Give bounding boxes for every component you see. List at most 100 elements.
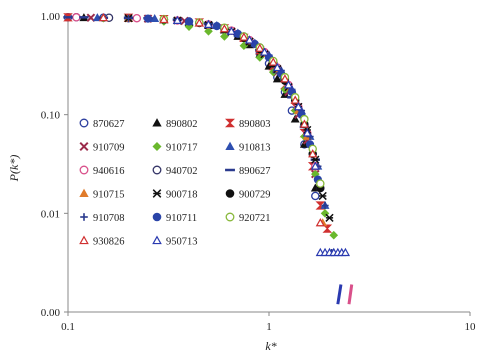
- series-910813: [92, 13, 339, 256]
- legend-label: 930826: [93, 237, 125, 248]
- data-point: [321, 201, 329, 210]
- legend-item: 910715: [79, 188, 125, 201]
- data-point: [132, 13, 142, 23]
- data-point: [272, 74, 282, 83]
- data-point: [204, 26, 213, 36]
- legend-label: 940702: [166, 166, 198, 177]
- legend-marker: [225, 189, 235, 198]
- data-point: [290, 114, 300, 123]
- data-point: [220, 32, 229, 41]
- x-axis-label: k*: [265, 339, 276, 353]
- axes: 1.00 0.10 0.01 0.000.1 1 10: [41, 11, 476, 333]
- data-point: [293, 102, 303, 111]
- data-point: [329, 230, 339, 240]
- y-tick-label: 0.10: [41, 110, 61, 122]
- legend-label: 900718: [166, 190, 198, 201]
- tail-stroke: [336, 284, 343, 305]
- legend-item: 910717: [152, 141, 198, 154]
- legend-label: 910715: [93, 190, 125, 201]
- legend-item: 890802: [152, 118, 198, 130]
- legend-item: 930826: [79, 235, 125, 248]
- legend-label: 950713: [166, 237, 198, 248]
- data-point: [325, 213, 334, 222]
- data-point: [159, 14, 169, 24]
- legend-item: 910709: [79, 141, 125, 154]
- legend-item: 950713: [152, 235, 198, 248]
- legend-marker: [79, 141, 89, 152]
- data-point: [86, 13, 96, 23]
- data-point: [280, 74, 290, 83]
- legend-item: 910813: [225, 141, 271, 154]
- data-point: [302, 128, 312, 137]
- legend-marker: [79, 188, 89, 198]
- data-point: [143, 14, 153, 23]
- y-tick-label: 1.00: [41, 11, 61, 23]
- legend-marker: [225, 141, 235, 151]
- legend-marker: [224, 118, 236, 128]
- legend-label: 910708: [93, 213, 125, 224]
- legend-label: 910813: [239, 143, 271, 154]
- data-point: [259, 47, 270, 56]
- data-point: [244, 35, 255, 44]
- legend-marker: [152, 165, 162, 175]
- data-point: [124, 14, 133, 22]
- legend-marker: [152, 141, 162, 152]
- series-890802: [79, 13, 320, 192]
- data-point: [318, 191, 327, 201]
- y-tick-label: 0.01: [41, 208, 60, 220]
- legend-marker: [80, 213, 88, 221]
- data-point: [226, 26, 237, 35]
- data-point: [311, 191, 320, 201]
- data-point: [219, 24, 230, 33]
- legend-item: 890627: [225, 166, 271, 177]
- legend-label: 940616: [93, 166, 125, 177]
- y-tick-label: 0.00: [41, 307, 61, 319]
- data-point: [340, 247, 351, 257]
- legend-label: 910717: [166, 143, 198, 154]
- data-points: [63, 12, 354, 305]
- legend-marker: [79, 165, 89, 175]
- data-point: [194, 18, 204, 27]
- legend-marker: [152, 189, 162, 198]
- series-930826: [98, 12, 325, 227]
- legend-item: 900718: [152, 189, 198, 201]
- y-axis-label: P(k*): [7, 155, 21, 183]
- legend-item: 890803: [224, 118, 271, 130]
- x-tick-label: 0.1: [61, 321, 75, 333]
- x-tick-label: 1: [266, 321, 272, 333]
- tail-marks: [336, 284, 354, 305]
- legend-label: 890802: [166, 119, 198, 130]
- data-point: [212, 22, 221, 31]
- legend-label: 910709: [93, 143, 125, 154]
- legend-item: 900729: [225, 189, 271, 201]
- series-950713: [172, 15, 351, 257]
- legend-label: 890803: [239, 119, 271, 130]
- legend-marker: [79, 235, 89, 245]
- data-point: [98, 12, 109, 22]
- data-point: [172, 15, 182, 24]
- legend-label: 870627: [93, 119, 125, 130]
- data-point: [150, 14, 160, 23]
- data-point: [299, 119, 310, 128]
- legend-item: 910711: [152, 212, 197, 224]
- data-point: [239, 32, 249, 41]
- data-point: [184, 17, 194, 26]
- data-point: [268, 57, 278, 66]
- legend-item: 920721: [225, 212, 271, 224]
- data-point: [72, 13, 81, 22]
- tail-stroke: [347, 284, 354, 305]
- legend-marker: [152, 235, 162, 245]
- data-point: [203, 19, 214, 28]
- data-point: [272, 62, 282, 72]
- legend-marker: [152, 212, 162, 222]
- legend-marker: [152, 118, 162, 127]
- data-point: [255, 43, 265, 52]
- data-point: [310, 161, 320, 170]
- legend-label: 890627: [239, 166, 271, 177]
- legend-marker: [225, 212, 235, 222]
- legend-marker: [79, 118, 89, 128]
- legend-item: 870627: [79, 118, 125, 130]
- x-tick-label: 10: [465, 321, 477, 333]
- legend-label: 900729: [239, 190, 271, 201]
- data-point: [316, 179, 325, 188]
